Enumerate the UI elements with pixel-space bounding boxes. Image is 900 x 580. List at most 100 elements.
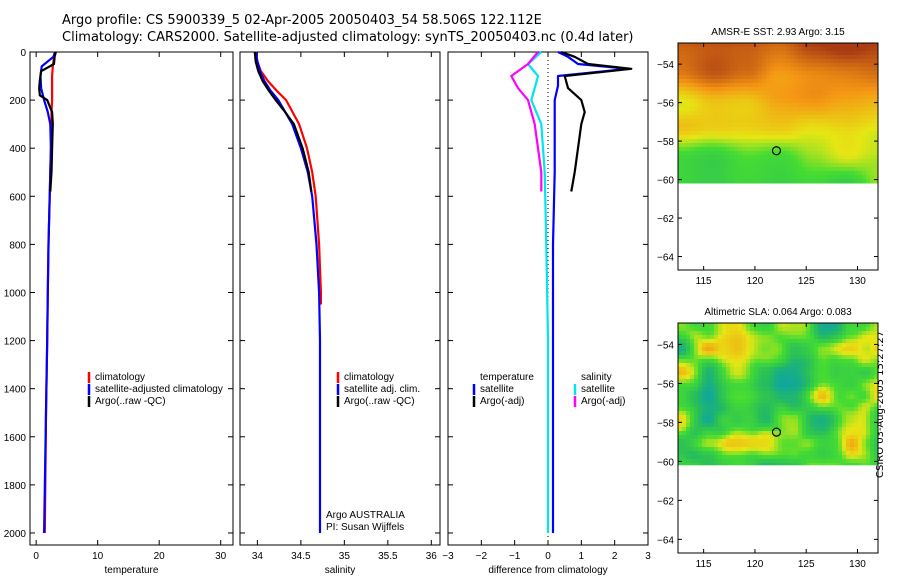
heatmap-cell bbox=[870, 375, 875, 380]
heatmap-cell bbox=[794, 139, 799, 144]
heatmap-cell bbox=[866, 415, 871, 420]
heatmap-cell bbox=[694, 147, 699, 152]
heatmap-cell bbox=[818, 323, 823, 328]
heatmap-cell bbox=[690, 75, 695, 80]
heatmap-cell bbox=[694, 99, 699, 104]
heatmap-cell bbox=[838, 151, 843, 156]
heatmap-cell bbox=[810, 119, 815, 124]
heatmap-cell bbox=[866, 179, 871, 184]
heatmap-cell bbox=[866, 399, 871, 404]
heatmap-cell bbox=[754, 323, 759, 328]
heatmap-cell bbox=[802, 47, 807, 52]
heatmap-cell bbox=[806, 359, 811, 364]
heatmap-cell bbox=[834, 383, 839, 388]
heatmap-cell bbox=[722, 323, 727, 328]
heatmap-cell bbox=[838, 335, 843, 340]
heatmap-cell bbox=[830, 351, 835, 356]
heatmap-cell bbox=[766, 175, 771, 180]
heatmap-cell bbox=[774, 103, 779, 108]
heatmap-cell bbox=[838, 147, 843, 152]
heatmap-cell bbox=[842, 115, 847, 120]
heatmap-cell bbox=[870, 139, 875, 144]
heatmap-cell bbox=[694, 43, 699, 48]
heatmap-cell bbox=[698, 327, 703, 332]
heatmap-cell bbox=[762, 155, 767, 160]
heatmap-cell bbox=[726, 67, 731, 72]
heatmap-cell bbox=[770, 427, 775, 432]
heatmap-cell bbox=[770, 351, 775, 356]
heatmap-cell bbox=[802, 175, 807, 180]
heatmap-cell bbox=[730, 47, 735, 52]
heatmap-cell bbox=[846, 95, 851, 100]
heatmap-cell bbox=[746, 75, 751, 80]
heatmap-cell bbox=[754, 383, 759, 388]
heatmap-cell bbox=[806, 379, 811, 384]
heatmap-cell bbox=[706, 135, 711, 140]
heatmap-cell bbox=[758, 43, 763, 48]
heatmap-cell bbox=[682, 127, 687, 132]
heatmap-cell bbox=[758, 123, 763, 128]
heatmap-cell bbox=[810, 463, 815, 466]
heatmap-cell bbox=[762, 67, 767, 72]
heatmap-cell bbox=[754, 75, 759, 80]
heatmap-cell bbox=[818, 351, 823, 356]
heatmap-cell bbox=[690, 451, 695, 456]
heatmap-cell bbox=[786, 443, 791, 448]
heatmap-cell bbox=[706, 123, 711, 128]
heatmap-cell bbox=[690, 167, 695, 172]
heatmap-cell bbox=[750, 331, 755, 336]
heatmap-cell bbox=[698, 399, 703, 404]
heatmap-cell bbox=[718, 403, 723, 408]
heatmap-cell bbox=[750, 463, 755, 466]
heatmap-cell bbox=[718, 355, 723, 360]
heatmap-cell bbox=[770, 407, 775, 412]
heatmap-cell bbox=[762, 379, 767, 384]
heatmap-cell bbox=[690, 151, 695, 156]
heatmap-cell bbox=[730, 71, 735, 76]
heatmap-cell bbox=[742, 395, 747, 400]
heatmap-cell bbox=[798, 451, 803, 456]
heatmap-cell bbox=[754, 147, 759, 152]
heatmap-cell bbox=[846, 419, 851, 424]
heatmap-cell bbox=[774, 347, 779, 352]
heatmap-cell bbox=[694, 151, 699, 156]
heatmap-cell bbox=[834, 63, 839, 68]
heatmap-cell bbox=[726, 355, 731, 360]
heatmap-cell bbox=[774, 67, 779, 72]
heatmap-cell bbox=[738, 179, 743, 184]
heatmap-cell bbox=[818, 79, 823, 84]
heatmap-cell bbox=[698, 115, 703, 120]
heatmap-cell bbox=[778, 171, 783, 176]
heatmap-cell bbox=[702, 327, 707, 332]
heatmap-cell bbox=[714, 355, 719, 360]
heatmap-cell bbox=[738, 115, 743, 120]
heatmap-cell bbox=[834, 443, 839, 448]
heatmap-cell bbox=[750, 363, 755, 368]
heatmap-cell bbox=[806, 91, 811, 96]
heatmap-cell bbox=[686, 179, 691, 184]
heatmap-cell bbox=[726, 155, 731, 160]
heatmap-cell bbox=[730, 403, 735, 408]
heatmap-cell bbox=[722, 375, 727, 380]
heatmap-cell bbox=[742, 51, 747, 56]
heatmap-cell bbox=[838, 51, 843, 56]
heatmap-cell bbox=[710, 455, 715, 460]
heatmap-cell bbox=[718, 99, 723, 104]
heatmap-cell bbox=[754, 67, 759, 72]
heatmap-cell bbox=[762, 443, 767, 448]
heatmap-cell bbox=[690, 123, 695, 128]
heatmap-cell bbox=[814, 379, 819, 384]
heatmap-cell bbox=[850, 379, 855, 384]
heatmap-cell bbox=[870, 115, 875, 120]
heatmap-cell bbox=[766, 159, 771, 164]
heatmap-cell bbox=[766, 127, 771, 132]
heatmap-cell bbox=[770, 451, 775, 456]
heatmap-cell bbox=[742, 111, 747, 116]
heatmap-cell bbox=[794, 143, 799, 148]
heatmap-cell bbox=[710, 403, 715, 408]
heatmap-cell bbox=[874, 79, 879, 84]
heatmap-cell bbox=[718, 123, 723, 128]
heatmap-cell bbox=[678, 435, 683, 440]
heatmap-cell bbox=[678, 363, 683, 368]
heatmap-cell bbox=[830, 439, 835, 444]
